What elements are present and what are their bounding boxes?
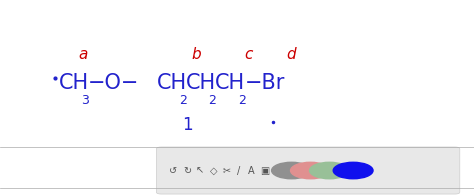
Text: 3: 3 [82, 94, 90, 107]
Text: ↖: ↖ [196, 165, 204, 176]
Text: A: A [248, 165, 255, 176]
Circle shape [272, 162, 311, 179]
Text: ◇: ◇ [210, 165, 217, 176]
Text: CH: CH [186, 73, 216, 93]
Text: ↻: ↻ [183, 165, 191, 176]
Text: −O−: −O− [88, 73, 139, 93]
Circle shape [310, 162, 349, 179]
Text: 2: 2 [238, 94, 246, 107]
Text: CH: CH [59, 73, 90, 93]
Text: 2: 2 [179, 94, 187, 107]
Text: CH: CH [215, 73, 246, 93]
FancyBboxPatch shape [156, 147, 460, 194]
Text: b: b [192, 47, 201, 62]
Text: /: / [237, 165, 240, 176]
Text: c: c [245, 47, 253, 62]
Text: ↺: ↺ [169, 165, 177, 176]
Text: ✂: ✂ [222, 165, 231, 176]
Text: 1: 1 [182, 116, 192, 134]
Text: −Br: −Br [245, 73, 285, 93]
Text: CH: CH [156, 73, 187, 93]
Circle shape [291, 162, 330, 179]
Circle shape [333, 162, 373, 179]
Text: 2: 2 [209, 94, 217, 107]
Text: ▣: ▣ [260, 165, 269, 176]
Text: a: a [78, 47, 88, 62]
Text: d: d [287, 47, 296, 62]
